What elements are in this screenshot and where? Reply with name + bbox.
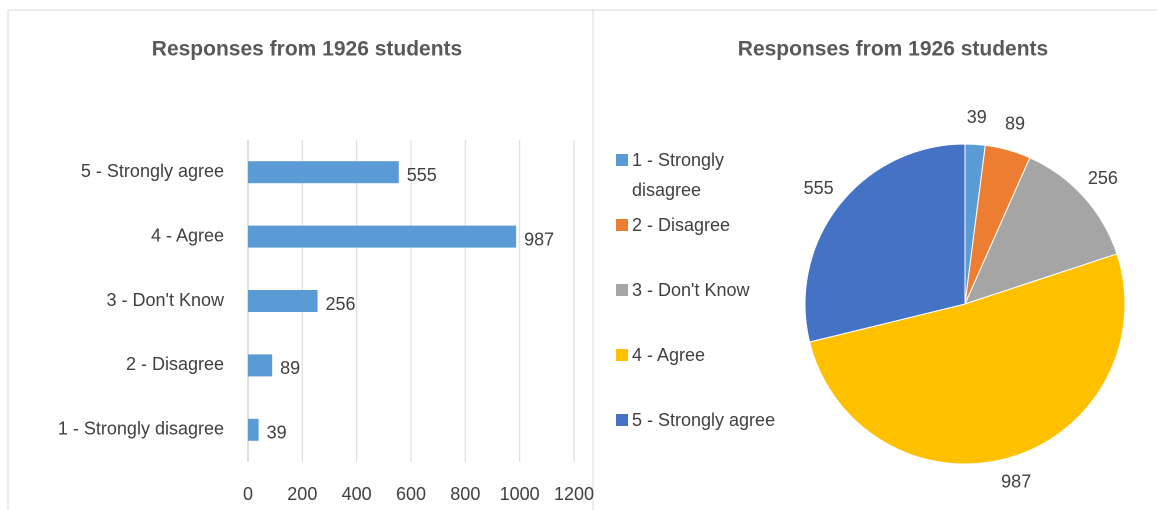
bar — [248, 290, 318, 312]
y-tick-label: 5 - Strongly agree — [81, 161, 224, 181]
x-tick-label: 600 — [396, 484, 426, 504]
bar — [248, 354, 273, 377]
data-label: 256 — [326, 294, 356, 314]
legend-swatch — [616, 349, 628, 361]
x-tick-label: 1200 — [554, 484, 594, 504]
legend-label: 4 - Agree — [632, 345, 706, 365]
x-tick-label: 200 — [287, 484, 317, 504]
data-label: 256 — [1088, 168, 1118, 188]
data-label: 987 — [1001, 472, 1031, 492]
legend-label: 1 - Strongly disagree — [632, 150, 725, 200]
y-tick-label: 1 - Strongly disagree — [58, 419, 224, 439]
bar — [248, 161, 399, 184]
y-tick-label: 2 - Disagree — [126, 354, 224, 374]
data-label: 39 — [267, 423, 287, 443]
bar — [248, 225, 517, 248]
y-tick-label: 3 - Don't Know — [107, 290, 225, 310]
data-label: 555 — [804, 178, 834, 198]
data-label: 987 — [524, 229, 554, 249]
legend-label: 2 - Disagree — [632, 215, 731, 235]
legend-swatch — [616, 414, 628, 426]
legend-swatch — [616, 219, 628, 231]
pie-slice — [808, 253, 1126, 465]
data-label: 555 — [407, 165, 437, 185]
pie-slice — [804, 143, 966, 343]
x-tick-label: 800 — [450, 484, 480, 504]
x-tick-label: 400 — [342, 484, 372, 504]
chart-title: Responses from 1926 students — [152, 38, 462, 61]
data-label: 39 — [967, 107, 987, 127]
x-tick-label: 0 — [243, 484, 253, 504]
legend-swatch — [616, 284, 628, 296]
chart-title: Responses from 1926 students — [738, 38, 1048, 61]
data-label: 89 — [1005, 114, 1025, 134]
data-label: 89 — [280, 358, 300, 378]
pie-slice — [964, 157, 1118, 305]
x-tick-label: 1000 — [500, 484, 540, 504]
legend-label: 3 - Don't Know — [632, 280, 750, 300]
y-tick-label: 4 - Agree — [151, 225, 224, 245]
bar — [248, 418, 259, 441]
legend-swatch — [616, 154, 628, 166]
legend-label: 5 - Strongly agree — [632, 410, 776, 430]
